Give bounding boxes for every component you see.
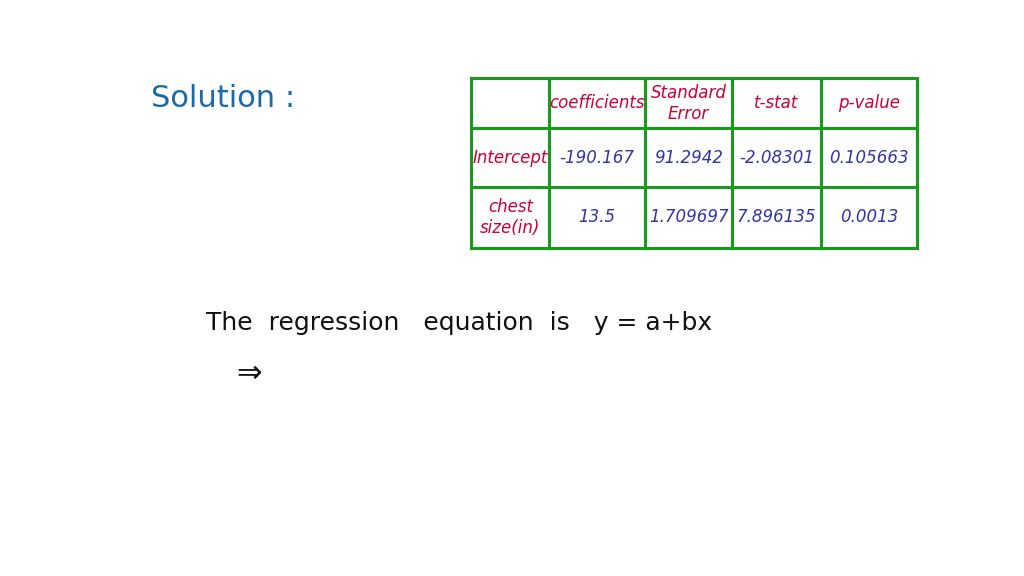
Text: 0.105663: 0.105663 [829,149,909,166]
Text: coefficients: coefficients [550,94,645,112]
Text: 1.709697: 1.709697 [649,209,728,226]
Text: t-stat: t-stat [755,94,799,112]
Text: 7.896135: 7.896135 [736,209,816,226]
Text: 91.2942: 91.2942 [654,149,723,166]
Text: -2.08301: -2.08301 [739,149,814,166]
Text: ⇒: ⇒ [237,359,262,388]
Text: Solution :: Solution : [152,84,295,113]
Text: The  regression   equation  is   y = a+bx: The regression equation is y = a+bx [206,311,712,335]
Text: 13.5: 13.5 [579,209,615,226]
Text: -190.167: -190.167 [560,149,635,166]
Text: chest
size(in): chest size(in) [480,198,541,237]
Text: 0.0013: 0.0013 [840,209,898,226]
Text: Standard
Error: Standard Error [650,84,726,123]
Text: p-value: p-value [838,94,900,112]
Text: Intercept: Intercept [473,149,548,166]
